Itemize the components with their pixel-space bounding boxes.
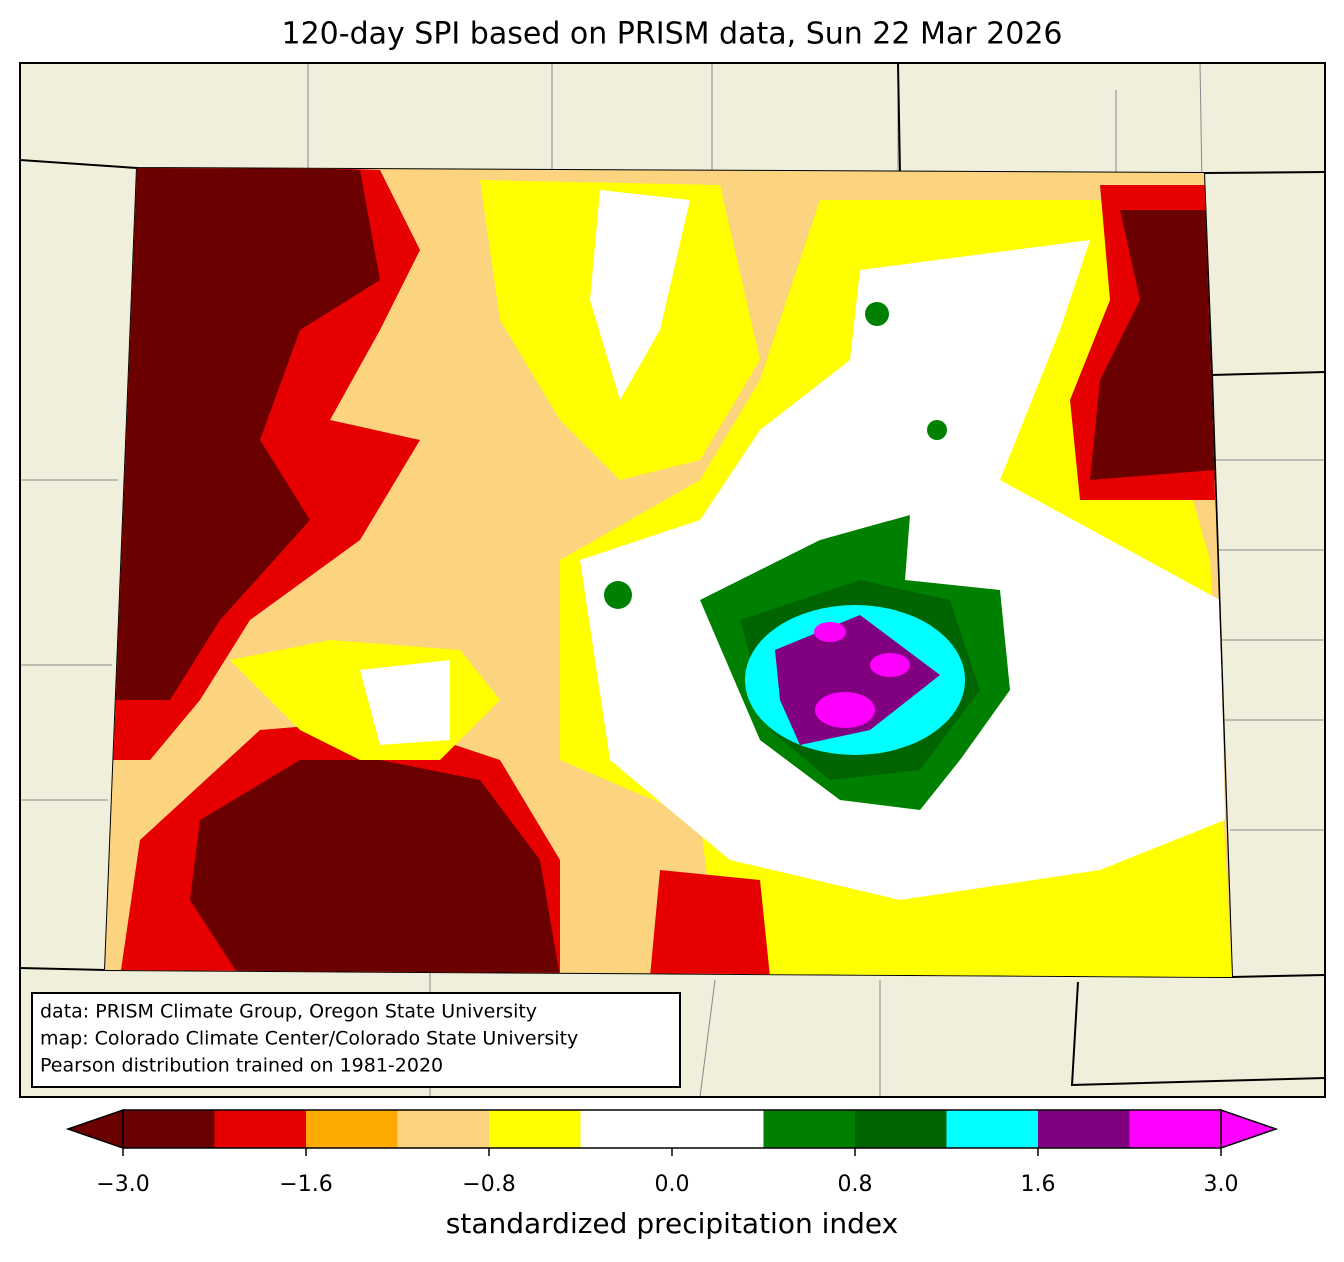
colorbar-segment xyxy=(306,1110,398,1148)
title: 120-day SPI based on PRISM data, Sun 22 … xyxy=(281,17,1062,52)
colorbar-segment xyxy=(1038,1110,1130,1148)
colorbar-segment xyxy=(214,1110,307,1148)
attribution-line: data: PRISM Climate Group, Oregon State … xyxy=(40,1001,537,1023)
map: data: PRISM Climate Group, Oregon State … xyxy=(20,63,1325,1097)
map-frame xyxy=(19,62,1326,1098)
colorbar-tick-label: 1.6 xyxy=(1021,1172,1056,1197)
colorbar-segment xyxy=(763,1110,856,1148)
attribution-line: map: Colorado Climate Center/Colorado St… xyxy=(40,1028,578,1050)
colorbar-segment xyxy=(672,1110,764,1148)
colorbar-segment xyxy=(489,1110,581,1148)
colorbar-tick-label: −1.6 xyxy=(279,1172,332,1197)
colorbar-extend-under xyxy=(65,1108,124,1150)
colorbar-segment xyxy=(855,1110,947,1148)
colorbar-extend-over xyxy=(1220,1108,1279,1150)
colorbar-tick-label: −3.0 xyxy=(96,1172,149,1197)
colorbar-segment xyxy=(580,1110,673,1148)
colorbar-tick-label: 0.8 xyxy=(838,1172,873,1197)
attribution-box xyxy=(31,992,681,1088)
colorbar-label: standardized precipitation index xyxy=(446,1207,898,1240)
colorbar-segment xyxy=(946,1110,1039,1148)
colorbar-tick-label: −0.8 xyxy=(462,1172,515,1197)
colorbar-segment xyxy=(123,1110,215,1148)
colorbar: −3.0 −1.6 −0.8 0.0 0.8 1.6 3.0 xyxy=(65,1108,1279,1197)
attribution-line: Pearson distribution trained on 1981-202… xyxy=(40,1055,443,1077)
spi-field xyxy=(105,168,1232,977)
colorbar-tick-label: 0.0 xyxy=(655,1172,690,1197)
colorbar-segment xyxy=(397,1110,490,1148)
colorbar-segment xyxy=(1129,1110,1222,1148)
colorbar-tick-label: 3.0 xyxy=(1204,1172,1239,1197)
